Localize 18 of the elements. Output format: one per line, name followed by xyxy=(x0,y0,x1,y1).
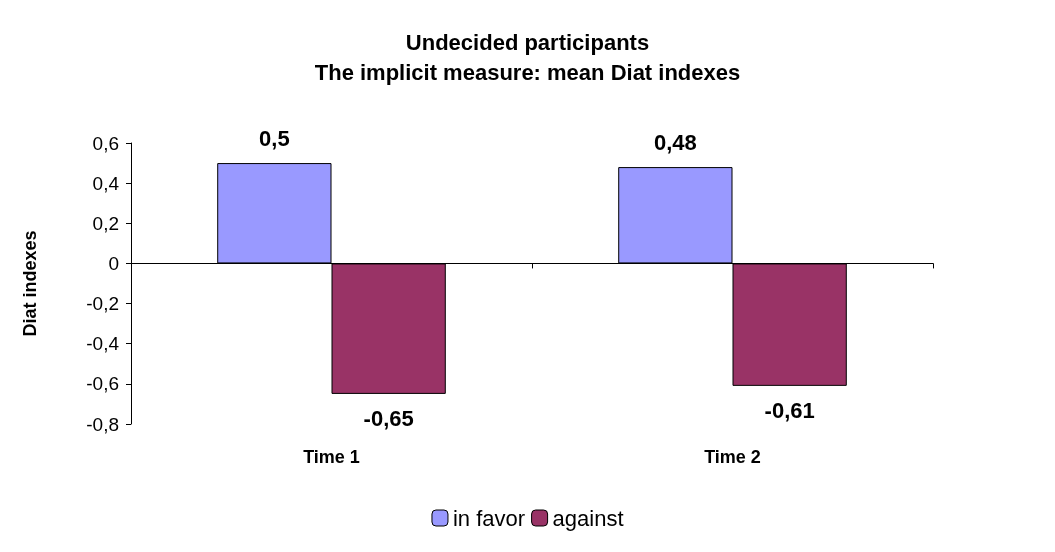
y-tick-label: -0,4 xyxy=(86,333,120,355)
y-axis-title: Diat indexes xyxy=(20,230,40,337)
x-tick-label: Time 2 xyxy=(704,447,761,467)
y-tick-label: -0,2 xyxy=(86,293,119,315)
x-tick-label: Time 1 xyxy=(303,447,360,467)
y-tick-label: 0,2 xyxy=(92,212,119,234)
legend-label: in favor xyxy=(452,505,526,531)
data-label: 0,5 xyxy=(259,125,290,151)
y-tick-label: 0,6 xyxy=(92,132,119,154)
data-label: -0,65 xyxy=(363,406,414,432)
y-tick-label: 0 xyxy=(108,252,119,274)
y-tick-label: -0,6 xyxy=(86,373,119,395)
data-label: -0,61 xyxy=(764,398,815,424)
y-tick-label: -0,8 xyxy=(86,413,119,435)
legend-label: against xyxy=(552,505,624,531)
chart-title: Undecided participants The implicit measure: mean Diat indexes xyxy=(314,29,741,85)
y-tick-label: 0,4 xyxy=(92,172,120,194)
data-label: 0,48 xyxy=(653,129,697,155)
